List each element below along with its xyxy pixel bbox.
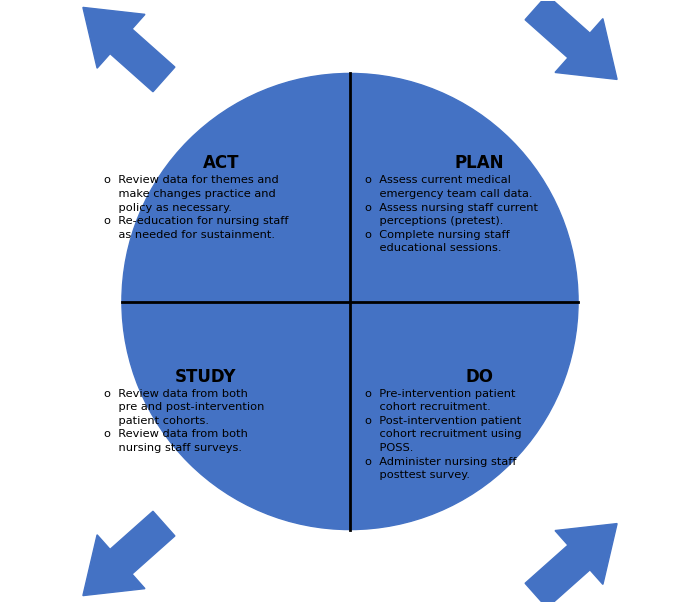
Text: o  Assess current medical
    emergency team call data.
o  Assess nursing staff : o Assess current medical emergency team … [365,175,538,253]
FancyArrow shape [83,511,175,596]
FancyArrow shape [525,523,617,603]
Text: o  Review data for themes and
    make changes practice and
    policy as necess: o Review data for themes and make change… [104,175,288,240]
Text: PLAN: PLAN [454,154,504,172]
FancyArrow shape [525,0,617,80]
Circle shape [122,74,578,529]
Text: o  Review data from both
    pre and post-intervention
    patient cohorts.
o  R: o Review data from both pre and post-int… [104,388,265,453]
Text: ACT: ACT [203,154,239,172]
Text: o  Pre-intervention patient
    cohort recruitment.
o  Post-intervention patient: o Pre-intervention patient cohort recrui… [365,388,522,480]
Text: DO: DO [465,367,493,385]
Text: STUDY: STUDY [175,367,237,385]
FancyArrow shape [83,7,175,92]
